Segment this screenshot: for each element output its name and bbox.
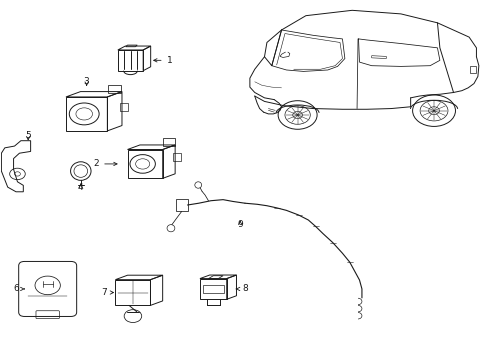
- Text: 9: 9: [237, 220, 243, 229]
- Text: 6: 6: [13, 284, 24, 293]
- Text: 7: 7: [101, 288, 114, 297]
- Text: 5: 5: [25, 131, 31, 140]
- Text: 8: 8: [236, 284, 248, 293]
- Text: 3: 3: [84, 77, 90, 86]
- Text: 1: 1: [154, 56, 172, 65]
- Text: 2: 2: [94, 159, 117, 168]
- Text: 4: 4: [78, 183, 84, 192]
